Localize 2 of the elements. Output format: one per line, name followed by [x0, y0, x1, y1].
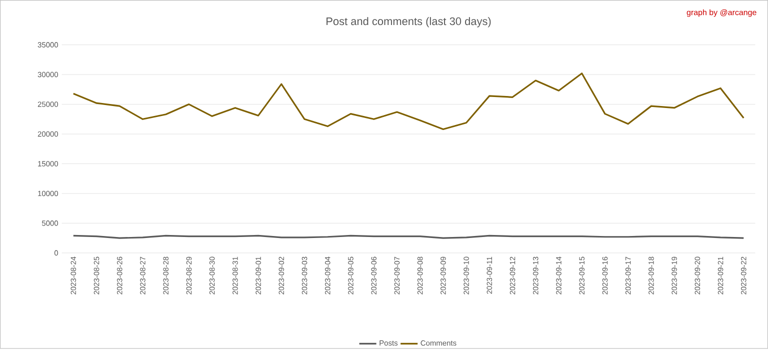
chart-title: Post and comments (last 30 days) [326, 17, 491, 28]
line-series [72, 72, 744, 130]
